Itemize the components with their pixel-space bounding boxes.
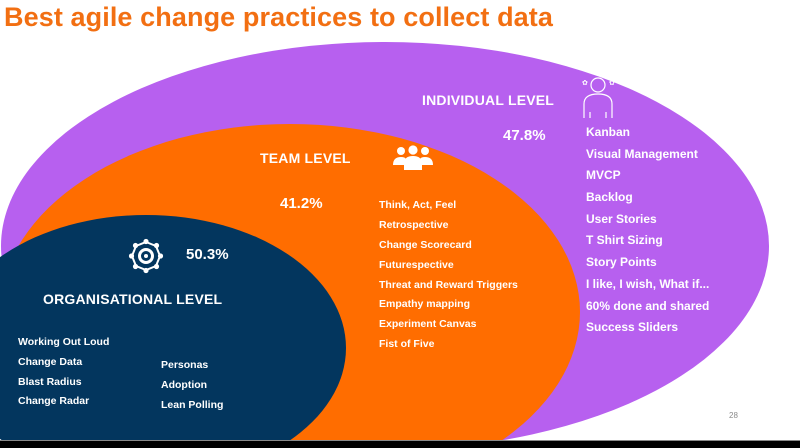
person-icon: ✿ ✿ — [582, 77, 615, 118]
list-item: Experiment Canvas — [379, 318, 477, 331]
svg-text:✿: ✿ — [609, 79, 615, 87]
list-item: Change Scorecard — [379, 238, 472, 251]
network-icon — [128, 238, 164, 274]
organisational-level-ellipse — [0, 215, 346, 440]
team-icon — [393, 145, 433, 170]
list-item: Retrospective — [379, 218, 449, 231]
list-item: Futurespective — [379, 258, 454, 271]
slide-title: Best agile change practices to collect d… — [4, 2, 553, 32]
list-item: Change Data — [18, 355, 83, 368]
list-item: 60% done and shared — [586, 298, 710, 313]
page-number: 28 — [729, 411, 738, 420]
list-item: Threat and Reward Triggers — [379, 278, 518, 291]
organisational-level-title: ORGANISATIONAL LEVEL — [43, 291, 223, 307]
list-item: Success Sliders — [586, 320, 679, 335]
team-practices-list: Think, Act, Feel Retrospective Change Sc… — [379, 198, 518, 357]
list-item: User Stories — [586, 211, 657, 226]
individual-level-percentage: 47.8% — [503, 127, 546, 144]
team-level-percentage: 41.2% — [280, 195, 323, 212]
organisational-level-percentage: 50.3% — [186, 246, 229, 263]
list-item: Lean Polling — [161, 398, 224, 411]
list-item: Think, Act, Feel — [379, 199, 457, 211]
bottom-bar — [0, 440, 800, 448]
list-item: Visual Management — [586, 146, 698, 161]
list-item: Blast Radius — [18, 375, 82, 388]
list-item: Fist of Five — [379, 338, 435, 351]
individual-level-title: INDIVIDUAL LEVEL — [422, 92, 555, 108]
list-item: T Shirt Sizing — [586, 233, 663, 248]
list-item: Change Radar — [18, 395, 90, 408]
organisational-practices-list-col1: Working Out Loud Change Data Blast Radiu… — [18, 335, 109, 414]
list-item: Personas — [161, 359, 209, 371]
svg-text:✿: ✿ — [582, 79, 588, 87]
list-item: Empathy mapping — [379, 298, 471, 311]
individual-practices-list: Kanban Visual Management MVCP Backlog Us… — [586, 124, 709, 341]
organisational-practices-list-col2: Personas Adoption Lean Polling — [161, 358, 223, 417]
team-level-title: TEAM LEVEL — [260, 150, 351, 166]
list-item: Working Out Loud — [18, 336, 110, 348]
list-item: MVCP — [586, 168, 621, 183]
list-item: Backlog — [586, 190, 633, 205]
list-item: Story Points — [586, 255, 657, 270]
list-item: Adoption — [161, 378, 208, 391]
list-item: Kanban — [586, 125, 631, 139]
list-item: I like, I wish, What if... — [586, 276, 710, 291]
